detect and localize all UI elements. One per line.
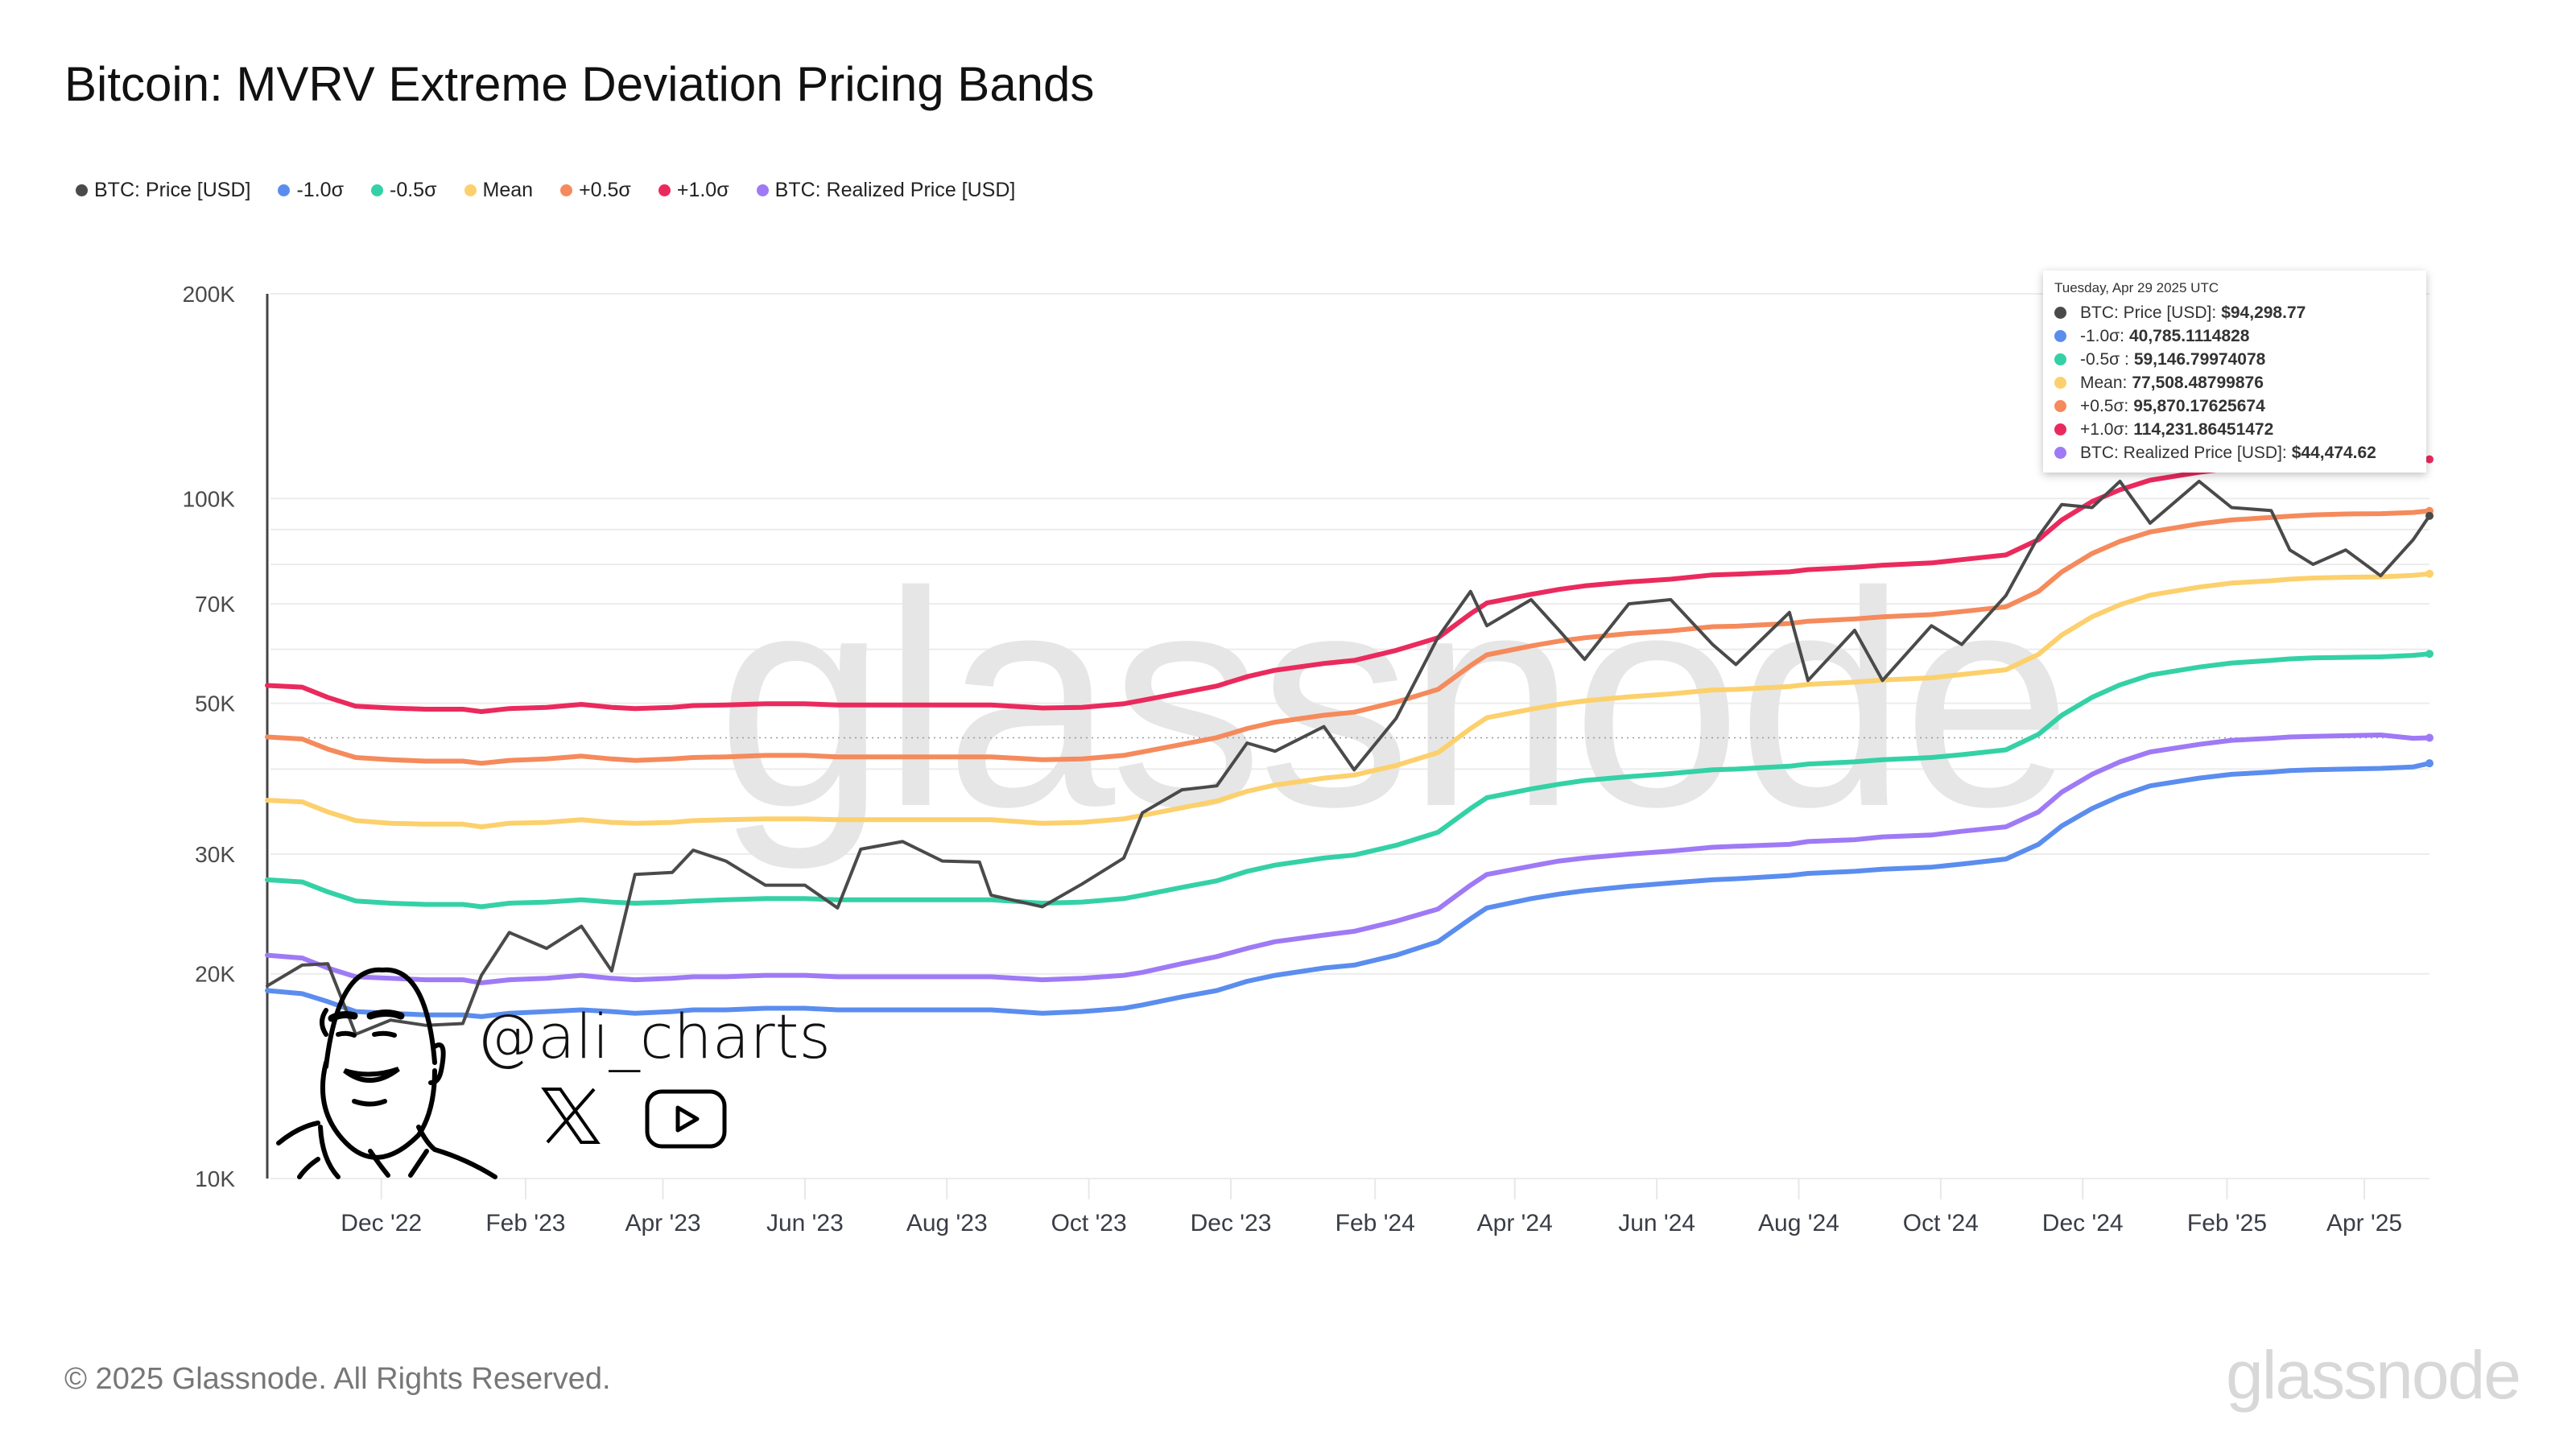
tooltip-value: $44,474.62	[2291, 443, 2376, 462]
glassnode-logo: glassnode	[2226, 1337, 2521, 1413]
tooltip-value: 77,508.48799876	[2132, 373, 2264, 392]
legend-dot-icon	[658, 184, 671, 196]
x-twitter-icon[interactable]	[538, 1083, 604, 1149]
x-tick-label: Feb '24	[1335, 1210, 1415, 1236]
series-hover-point	[2425, 511, 2434, 520]
tooltip-dot-icon	[2054, 447, 2066, 459]
series-line-mean[interactable]	[265, 571, 2432, 830]
x-tick-label: Apr '25	[2326, 1210, 2402, 1236]
footer-copyright: © 2025 Glassnode. All Rights Reserved.	[64, 1362, 611, 1396]
tooltip-dot-icon	[2054, 353, 2066, 365]
tooltip-row: +0.5σ: 95,870.17625674	[2054, 394, 2415, 418]
legend-item[interactable]: -1.0σ	[278, 179, 344, 202]
x-axis-ticks: Dec '22 Feb '23 Apr '23 Jun '23 Aug '23 Oct '…	[341, 1179, 2402, 1236]
tooltip-value: $94,298.77	[2221, 303, 2306, 322]
tooltip-label: -0.5σ :	[2080, 349, 2129, 369]
series-hover-point	[2425, 569, 2434, 578]
legend-item[interactable]: +1.0σ	[658, 179, 729, 202]
x-tick-label: Oct '24	[1903, 1210, 1979, 1236]
legend-item[interactable]: -0.5σ	[371, 179, 437, 202]
legend-item[interactable]: BTC: Price [USD]	[76, 179, 250, 202]
chart-legend: BTC: Price [USD] -1.0σ -0.5σ Mean +0.5σ +1.0σ…	[76, 179, 1042, 202]
tooltip-row: BTC: Realized Price [USD]: $44,474.62	[2054, 441, 2415, 464]
series-hover-point	[2425, 650, 2434, 658]
x-tick-label: Jun '24	[1618, 1210, 1695, 1236]
tooltip-row: -0.5σ :59,146.79974078	[2054, 348, 2415, 371]
x-tick-label: Dec '24	[2042, 1210, 2124, 1236]
tooltip-label: +0.5σ:	[2080, 396, 2129, 415]
x-tick-label: Aug '23	[906, 1210, 988, 1236]
x-tick-label: Dec '22	[341, 1210, 422, 1236]
series-line-btc-price-usd[interactable]	[266, 479, 2431, 1036]
x-tick-label: Dec '23	[1191, 1210, 1272, 1236]
tooltip-row: Mean: 77,508.48799876	[2054, 371, 2415, 394]
y-tick-label: 20K	[195, 962, 235, 987]
x-tick-label: Apr '24	[1477, 1210, 1553, 1236]
legend-dot-icon	[560, 184, 573, 196]
series-line-0-5[interactable]	[265, 651, 2432, 910]
tooltip-dot-icon	[2054, 377, 2066, 389]
tooltip-label: Mean:	[2080, 373, 2128, 392]
y-tick-label: 30K	[195, 842, 235, 867]
tooltip-row: -1.0σ: 40,785.1114828	[2054, 324, 2415, 348]
series-hover-point	[2425, 733, 2434, 742]
series-line-1-0[interactable]	[265, 456, 2432, 714]
chart-title: Bitcoin: MVRV Extreme Deviation Pricing …	[64, 57, 1095, 111]
y-axis-ticks: 200K 100K 70K 50K 30K 20K 10K	[183, 282, 236, 1191]
tooltip-label: -1.0σ:	[2080, 326, 2124, 345]
x-tick-label: Feb '25	[2187, 1210, 2267, 1236]
legend-label: -1.0σ	[296, 179, 344, 201]
tooltip-label: BTC: Realized Price [USD]:	[2080, 443, 2287, 462]
legend-dot-icon	[278, 184, 291, 196]
x-tick-label: Feb '23	[485, 1210, 565, 1236]
legend-item[interactable]: Mean	[464, 179, 534, 202]
tooltip-row: BTC: Price [USD]: $94,298.77	[2054, 301, 2415, 324]
legend-item[interactable]: BTC: Realized Price [USD]	[756, 179, 1016, 202]
y-tick-label: 70K	[195, 592, 235, 617]
legend-dot-icon	[76, 184, 88, 196]
legend-dot-icon	[756, 184, 769, 196]
series-line-1-0[interactable]	[265, 761, 2432, 1019]
legend-dot-icon	[464, 184, 477, 196]
series-line-0-5[interactable]	[265, 508, 2432, 766]
legend-label: BTC: Realized Price [USD]	[774, 179, 1016, 201]
legend-label: Mean	[482, 179, 534, 201]
x-tick-label: Apr '23	[625, 1210, 700, 1236]
tooltip-value: 40,785.1114828	[2128, 326, 2250, 345]
x-tick-label: Aug '24	[1758, 1210, 1839, 1236]
y-tick-label: 100K	[183, 486, 236, 511]
legend-label: -0.5σ	[390, 179, 437, 201]
legend-label: +1.0σ	[676, 179, 729, 201]
tooltip-dot-icon	[2054, 423, 2066, 436]
series-lines	[265, 455, 2434, 1036]
y-tick-label: 10K	[195, 1166, 235, 1191]
caricature-avatar	[276, 967, 497, 1179]
tooltip-dot-icon	[2054, 400, 2066, 412]
hover-tooltip: Tuesday, Apr 29 2025 UTC BTC: Price [USD…	[2043, 270, 2426, 473]
tooltip-date: Tuesday, Apr 29 2025 UTC	[2054, 280, 2219, 295]
legend-dot-icon	[371, 184, 383, 196]
youtube-icon[interactable]	[644, 1088, 728, 1150]
series-hover-point	[2425, 455, 2434, 464]
series-line-btc-realized-price-usd[interactable]	[265, 733, 2432, 985]
tooltip-value: 95,870.17625674	[2133, 396, 2265, 415]
tooltip-value: 114,231.86451472	[2133, 419, 2274, 439]
y-tick-label: 200K	[183, 282, 236, 307]
author-handle: @ali_charts	[477, 1001, 831, 1072]
tooltip-dot-icon	[2054, 307, 2066, 319]
legend-item[interactable]: +0.5σ	[560, 179, 631, 202]
tooltip-value: 59,146.79974078	[2133, 349, 2266, 369]
tooltip-row: +1.0σ: 114,231.86451472	[2054, 418, 2415, 441]
tooltip-label: +1.0σ:	[2080, 419, 2129, 439]
tooltip-dot-icon	[2054, 330, 2066, 342]
legend-label: +0.5σ	[579, 179, 631, 201]
series-hover-point	[2425, 759, 2434, 768]
x-tick-label: Oct '23	[1051, 1210, 1127, 1236]
x-tick-label: Jun '23	[766, 1210, 844, 1236]
legend-label: BTC: Price [USD]	[94, 179, 251, 201]
tooltip-label: BTC: Price [USD]:	[2080, 303, 2217, 322]
y-tick-label: 50K	[195, 691, 235, 716]
